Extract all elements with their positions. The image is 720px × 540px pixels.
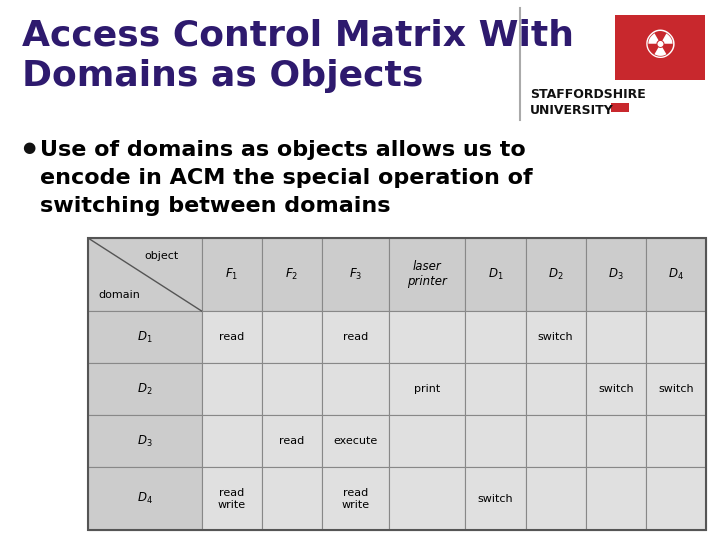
Text: ●: ● (22, 140, 35, 155)
Bar (615, 15, 705, 80)
Bar (202, 363, 261, 415)
Text: $D_2$: $D_2$ (548, 267, 564, 282)
Bar (466, 311, 526, 363)
Text: switch: switch (658, 384, 694, 394)
Bar (526, 311, 586, 363)
Text: $D_1$: $D_1$ (487, 267, 503, 282)
Bar (389, 238, 466, 311)
Bar (646, 415, 706, 468)
Text: object: object (145, 251, 179, 261)
Bar (389, 363, 466, 415)
Bar (646, 363, 706, 415)
Text: $D_3$: $D_3$ (608, 267, 624, 282)
Bar (526, 238, 586, 311)
Bar (646, 238, 706, 311)
Text: $D_4$: $D_4$ (137, 491, 153, 507)
Text: domain: domain (99, 290, 140, 300)
Bar (526, 468, 586, 530)
Text: laser
printer: laser printer (407, 260, 447, 288)
Bar (322, 238, 389, 311)
Bar (202, 468, 261, 530)
Text: ☢: ☢ (642, 28, 678, 66)
Bar (202, 238, 261, 311)
Bar (88, 363, 202, 415)
Bar (646, 468, 706, 530)
Bar (322, 468, 389, 530)
Text: read
write: read write (217, 488, 246, 510)
Text: STAFFORDSHIRE
UNIVERSITY: STAFFORDSHIRE UNIVERSITY (530, 88, 646, 117)
Text: Access Control Matrix With
Domains as Objects: Access Control Matrix With Domains as Ob… (22, 18, 574, 93)
Bar (88, 238, 202, 311)
Text: read: read (279, 436, 305, 447)
Text: switch: switch (538, 332, 574, 342)
Text: $D_3$: $D_3$ (137, 434, 153, 449)
Bar (322, 363, 389, 415)
Text: $D_1$: $D_1$ (137, 329, 153, 345)
Text: $F_2$: $F_2$ (285, 267, 298, 282)
Text: $F_3$: $F_3$ (348, 267, 362, 282)
Bar (88, 415, 202, 468)
Text: read: read (343, 332, 368, 342)
Bar (389, 468, 466, 530)
Bar (586, 363, 646, 415)
Bar (389, 415, 466, 468)
Bar (466, 415, 526, 468)
Text: switch: switch (598, 384, 634, 394)
Text: execute: execute (333, 436, 377, 447)
Text: $D_4$: $D_4$ (668, 267, 684, 282)
Text: print: print (414, 384, 440, 394)
Bar (466, 238, 526, 311)
Text: switch: switch (478, 494, 513, 504)
Text: $F_1$: $F_1$ (225, 267, 238, 282)
Bar (611, 103, 629, 112)
Text: Use of domains as objects allows us to
encode in ACM the special operation of
sw: Use of domains as objects allows us to e… (40, 140, 533, 216)
Bar (586, 311, 646, 363)
Text: read
write: read write (341, 488, 369, 510)
Bar (586, 238, 646, 311)
Bar (261, 468, 322, 530)
Bar (88, 468, 202, 530)
Bar (526, 363, 586, 415)
Text: $D_2$: $D_2$ (137, 382, 153, 397)
Bar (466, 363, 526, 415)
Text: read: read (219, 332, 244, 342)
Bar (88, 238, 706, 530)
Bar (646, 311, 706, 363)
Bar (202, 311, 261, 363)
Bar (261, 415, 322, 468)
Bar (322, 415, 389, 468)
Bar (261, 238, 322, 311)
Bar (466, 468, 526, 530)
Bar (526, 415, 586, 468)
Bar (261, 363, 322, 415)
Bar (261, 311, 322, 363)
Bar (202, 415, 261, 468)
Bar (586, 468, 646, 530)
Bar (322, 311, 389, 363)
Bar (88, 311, 202, 363)
Bar (586, 415, 646, 468)
Bar (389, 311, 466, 363)
